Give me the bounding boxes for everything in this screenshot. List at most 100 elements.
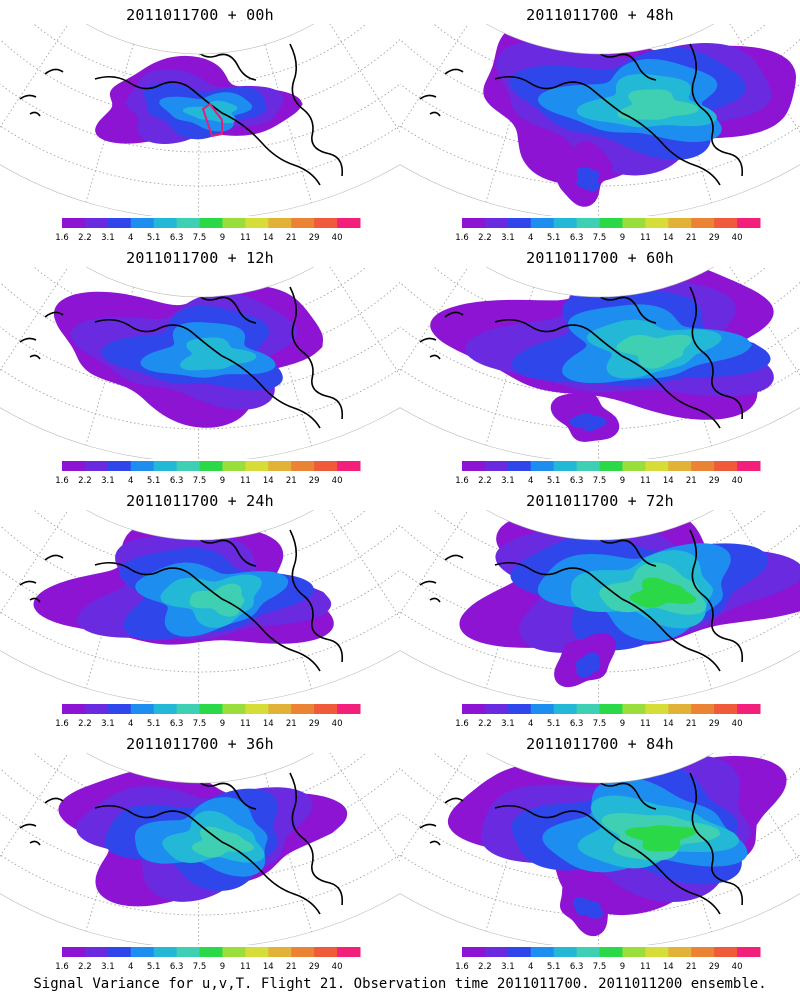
colorbar-label: 2.2 [78, 476, 92, 486]
colorbar-label: 11 [640, 476, 651, 486]
colorbar-label: 21 [286, 962, 297, 972]
map-content [0, 510, 400, 702]
colorbar-swatch [291, 704, 315, 714]
colorbar-label: 5.1 [547, 719, 561, 729]
map-border [0, 510, 400, 702]
colorbar-label: 4 [128, 233, 133, 243]
colorbar-swatch [530, 947, 555, 957]
colorbar-label: 2.2 [78, 719, 92, 729]
map-border [400, 24, 800, 216]
colorbar-label: 9 [620, 233, 625, 243]
colorbar-label: 2.2 [478, 233, 492, 243]
longitude-line [400, 267, 425, 322]
colorbar-label: 11 [240, 962, 251, 972]
colorbar-label: 14 [663, 233, 674, 243]
colorbar-label: 40 [732, 233, 743, 243]
colorbar-label: 7.5 [193, 476, 207, 486]
panel-title: 2011011700 + 60h [526, 249, 674, 267]
colorbar-swatch [199, 461, 223, 471]
longitude-line [374, 24, 400, 81]
colorbar-swatch [130, 704, 155, 714]
map-panel: 2011011700 + 24h 1.6 2.2 3.1 4 5.1 6.3 7.5 9 11 14… [0, 486, 400, 731]
colorbar-label: 3.1 [501, 233, 515, 243]
colorbar-swatch [530, 704, 555, 714]
colorbar-label: 3.1 [101, 476, 115, 486]
colorbar-swatch [337, 947, 361, 957]
longitude-line [324, 267, 400, 399]
map-plot [400, 510, 800, 702]
coastline [94, 318, 321, 429]
colorbar-label: 6.3 [570, 962, 584, 972]
colorbar-label: 6.3 [170, 233, 184, 243]
colorbar-label: 14 [663, 962, 674, 972]
longitude-line [0, 510, 25, 565]
colorbar-swatch [314, 947, 338, 957]
colorbar-swatch [245, 947, 269, 957]
colorbar-swatch [84, 947, 109, 957]
colorbar-label: 7.5 [593, 476, 607, 486]
colorbar-swatch [107, 704, 132, 714]
figure-caption: Signal Variance for u,v,T. Flight 21. Ob… [33, 976, 767, 992]
map-content [0, 267, 400, 459]
map-border [400, 753, 800, 945]
colorbar-swatch [153, 947, 178, 957]
longitude-line [400, 24, 425, 79]
colorbar-label: 21 [286, 233, 297, 243]
map-content [400, 510, 800, 702]
colorbar-label: 5.1 [547, 962, 561, 972]
colorbar: 1.6 2.2 3.1 4 5.1 6.3 7.5 9 11 14 21 29 40 [455, 704, 761, 729]
colorbar-swatch [222, 218, 246, 228]
colorbar-swatch [314, 218, 338, 228]
colorbar-swatch [245, 704, 269, 714]
colorbar-label: 4 [528, 719, 533, 729]
colorbar-label: 3.1 [101, 233, 115, 243]
colorbar-swatch [622, 704, 646, 714]
colorbar-swatch [645, 947, 669, 957]
colorbar-swatch [484, 947, 509, 957]
coastline [19, 311, 64, 360]
colorbar-label: 1.6 [455, 962, 469, 972]
colorbar-label: 4 [128, 962, 133, 972]
map-border [0, 24, 400, 216]
colorbar-swatch [507, 947, 532, 957]
map-plot [400, 24, 800, 216]
map-plot [0, 753, 400, 945]
colorbar-label: 40 [732, 962, 743, 972]
latitude-line [400, 267, 800, 362]
colorbar-label: 1.6 [55, 233, 69, 243]
map-plot [0, 510, 400, 702]
coastline [689, 529, 744, 663]
colorbar-swatch [130, 461, 155, 471]
colorbar-swatch [107, 461, 132, 471]
colorbar-label: 11 [640, 962, 651, 972]
colorbar-swatch [462, 704, 486, 714]
longitude-line [324, 510, 400, 642]
map-content [400, 267, 800, 459]
colorbar-swatch [268, 704, 292, 714]
colorbar-label: 11 [640, 719, 651, 729]
variance-contour [616, 334, 692, 369]
colorbar-swatch [599, 704, 623, 714]
colorbar-swatch [507, 218, 532, 228]
colorbar-label: 21 [286, 719, 297, 729]
colorbar-swatch [62, 461, 86, 471]
coastline [419, 311, 464, 360]
longitude-line [198, 53, 200, 216]
colorbar-swatch [737, 704, 761, 714]
colorbar-swatch [668, 704, 692, 714]
colorbar-swatch [314, 704, 338, 714]
latitude-line [400, 753, 800, 848]
colorbar-label: 1.6 [455, 233, 469, 243]
colorbar-label: 4 [128, 719, 133, 729]
map-content [0, 24, 400, 216]
colorbar-swatch [245, 218, 269, 228]
colorbar-label: 3.1 [501, 719, 515, 729]
panel-title: 2011011700 + 72h [526, 492, 674, 510]
colorbar-swatch [62, 947, 86, 957]
map-panel: 2011011700 + 60h 1.6 2.2 3.1 4 5.1 6.3 7.5 9 11 14… [400, 243, 800, 488]
colorbar-label: 29 [309, 962, 320, 972]
colorbar-label: 9 [220, 962, 225, 972]
colorbar-label: 5.1 [147, 719, 161, 729]
colorbar-label: 14 [663, 719, 674, 729]
colorbar-label: 6.3 [170, 962, 184, 972]
